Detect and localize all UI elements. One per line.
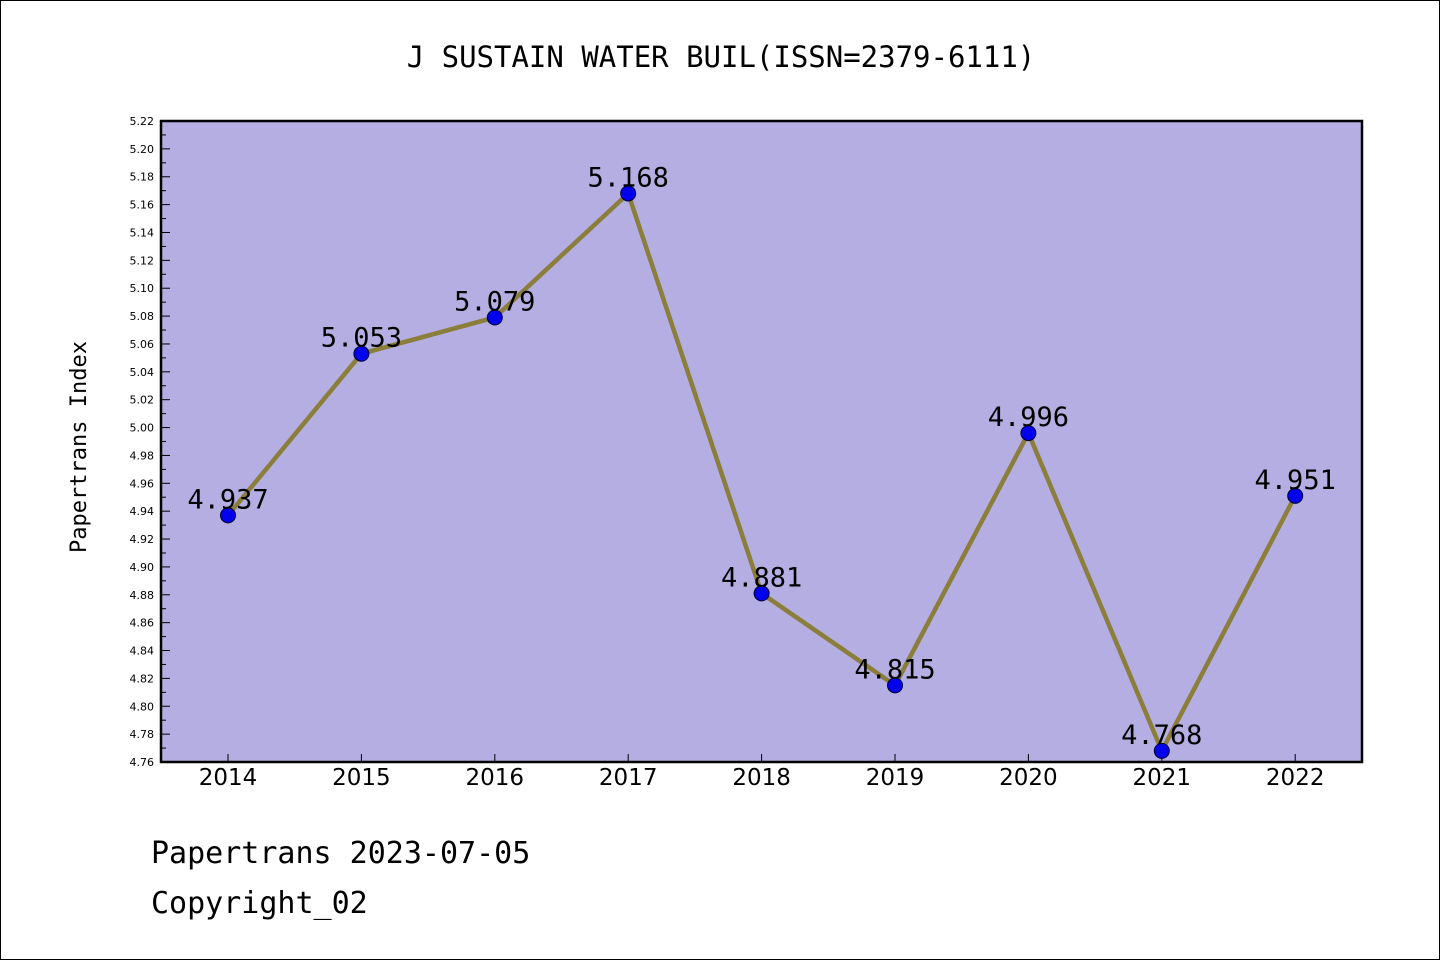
copyright-text: Copyright_02 — [151, 886, 368, 921]
y-tick-label: 4.92 — [130, 533, 155, 546]
data-point — [1287, 487, 1304, 504]
data-point — [1020, 425, 1037, 442]
y-tick-label: 4.96 — [130, 477, 155, 490]
y-tick-label: 4.98 — [130, 449, 155, 462]
data-point — [353, 345, 370, 362]
y-tick-label: 5.08 — [130, 310, 155, 323]
x-tick-label: 2017 — [599, 765, 658, 791]
x-tick-label: 2014 — [199, 765, 258, 791]
data-label: 4.815 — [854, 654, 935, 685]
data-point — [220, 507, 236, 524]
y-tick-label: 5.18 — [130, 171, 155, 184]
plot-area — [161, 121, 1362, 762]
data-label: 4.937 — [187, 484, 268, 515]
y-tick-label: 4.78 — [130, 728, 155, 741]
x-axis-ticks: 2014 2015 2016 2017 2018 2019 2020 2021 2022 — [199, 754, 1325, 791]
data-label: 5.079 — [454, 286, 535, 317]
y-tick-label: 5.12 — [130, 254, 155, 267]
data-point — [486, 309, 503, 326]
x-tick-label: 2018 — [732, 765, 791, 791]
y-axis-label: Papertrans Index — [67, 341, 92, 553]
y-axis-ticks: 4.76 4.78 4.80 4.82 4.84 4.86 4.88 4.90 4.92 4.94… — [130, 115, 170, 769]
x-tick-label: 2019 — [866, 765, 925, 791]
y-tick-label: 4.90 — [130, 561, 155, 574]
data-label: 4.996 — [988, 402, 1069, 433]
y-tick-label: 4.86 — [130, 617, 155, 630]
plot-border — [159, 119, 1364, 764]
x-tick-label: 2015 — [332, 765, 391, 791]
y-tick-label: 4.94 — [130, 505, 155, 518]
data-label: 5.168 — [588, 162, 669, 193]
series-layer: 4.937 5.053 5.079 5.168 4.881 4.815 4.996 4.768… — [187, 162, 1336, 759]
data-point — [753, 585, 770, 602]
data-point — [1153, 742, 1170, 759]
data-point — [887, 677, 903, 694]
y-tick-label: 4.84 — [130, 645, 155, 658]
y-tick-label: 4.82 — [130, 672, 155, 685]
y-tick-label: 5.10 — [130, 282, 155, 295]
data-point — [620, 185, 637, 202]
y-tick-label: 5.14 — [130, 226, 155, 239]
y-tick-label: 4.80 — [130, 700, 155, 713]
y-tick-label: 5.04 — [130, 366, 155, 379]
source-date-text: Papertrans 2023-07-05 — [151, 836, 531, 871]
y-tick-label: 5.06 — [130, 338, 155, 351]
y-tick-label: 5.20 — [130, 143, 155, 156]
y-tick-label: 5.16 — [130, 199, 155, 212]
y-tick-label: 5.02 — [130, 394, 155, 407]
data-label: 4.881 — [721, 562, 802, 593]
data-label: 4.951 — [1255, 465, 1336, 496]
data-label: 4.768 — [1121, 720, 1202, 751]
chart-title: J SUSTAIN WATER BUIL(ISSN=2379-6111) — [407, 40, 1036, 74]
y-tick-label: 5.22 — [130, 115, 155, 128]
x-tick-label: 2020 — [999, 765, 1058, 791]
x-tick-label: 2016 — [466, 765, 525, 791]
x-tick-label: 2022 — [1266, 765, 1325, 791]
y-tick-label: 5.00 — [130, 422, 155, 435]
y-tick-label: 4.76 — [130, 756, 155, 769]
x-tick-label: 2021 — [1133, 765, 1192, 791]
y-tick-label: 4.88 — [130, 589, 155, 602]
data-label: 5.053 — [321, 323, 402, 354]
